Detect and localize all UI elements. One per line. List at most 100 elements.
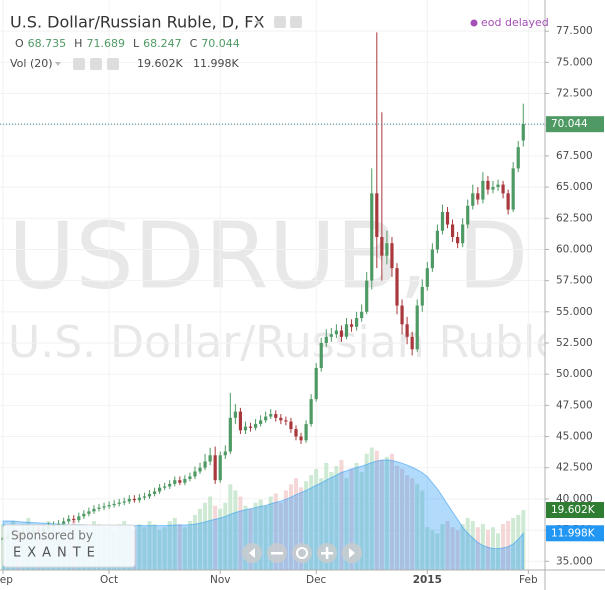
candle-body <box>299 436 303 441</box>
candle-body <box>168 483 172 487</box>
icon <box>349 548 355 558</box>
candle-group <box>1 32 525 543</box>
volume-bar <box>187 521 192 570</box>
candle-body <box>233 411 237 418</box>
volume-bar <box>182 527 187 570</box>
ohlc-key: H <box>74 37 82 50</box>
candle-body <box>218 455 222 481</box>
candle-body <box>440 212 445 231</box>
x-tick-label: Dec <box>306 574 327 586</box>
candle-body <box>476 193 480 200</box>
y-tick-label: 47.500 <box>556 399 593 411</box>
volume-bar <box>162 527 167 570</box>
candle-body <box>259 420 263 425</box>
volume-bar <box>208 496 213 570</box>
volume-bar <box>299 487 304 570</box>
reset-button[interactable] <box>292 543 312 563</box>
volume-label-bg <box>546 502 604 519</box>
candle-body <box>461 224 465 244</box>
icon <box>271 552 283 555</box>
candle-body <box>410 336 414 350</box>
candle-body <box>188 476 192 479</box>
candle-body <box>117 502 121 504</box>
candle-body <box>243 426 248 431</box>
volume-bar <box>172 517 177 570</box>
candle-body <box>102 506 106 508</box>
volume-bar <box>496 533 501 570</box>
candle-body <box>87 511 91 514</box>
y-tick-label: 67.500 <box>556 150 593 162</box>
volume-bar <box>319 478 324 570</box>
candle-body <box>516 147 520 169</box>
y-tick-label: 45.000 <box>556 431 593 443</box>
status: eod delayed <box>481 16 549 29</box>
candle-body <box>198 467 202 472</box>
volume-bar <box>324 462 329 570</box>
ohlc-key: O <box>15 37 24 50</box>
volume-bar <box>400 469 405 570</box>
y-tick-label: 77.500 <box>556 25 593 37</box>
candle-body <box>77 516 81 521</box>
volume-bar <box>157 530 162 570</box>
candle-body <box>420 286 424 306</box>
candle-body <box>127 498 131 502</box>
volume-bar <box>278 502 283 570</box>
x-tick-label: Sep <box>0 574 13 586</box>
candle-body <box>97 507 101 509</box>
dropdown-icon[interactable] <box>255 21 261 25</box>
candle-body <box>380 236 384 256</box>
volume-bar <box>440 524 445 570</box>
volume-bar <box>147 521 152 570</box>
last-price-label: 70.044 <box>551 118 588 130</box>
candle-body <box>435 230 440 250</box>
candle-body <box>152 491 157 494</box>
sponsor-name: EXANTE <box>13 546 101 561</box>
candle-body <box>319 342 323 368</box>
ohlc-value: 70.044 <box>201 37 240 50</box>
candle-body <box>56 523 61 526</box>
candle-body <box>349 324 354 327</box>
volume-bar <box>425 527 430 570</box>
volume-bar <box>253 502 258 570</box>
volume-bar <box>142 527 147 570</box>
volume-bar <box>233 490 238 570</box>
volume-bar <box>258 499 263 570</box>
volume-bar <box>349 469 354 570</box>
volume-bar <box>203 502 208 570</box>
sponsor-box[interactable] <box>2 524 136 568</box>
candle-body <box>253 424 258 428</box>
candle-body <box>334 330 338 335</box>
candle-body <box>511 168 515 210</box>
ohlc-value: 68.735 <box>28 37 67 50</box>
candle-body <box>112 503 116 506</box>
candle-body <box>223 451 227 456</box>
candle-body <box>385 243 389 256</box>
y-tick-label: 62.500 <box>556 212 593 224</box>
volume-label: 19.602K <box>551 504 596 516</box>
dropdown-icon[interactable] <box>55 62 61 66</box>
volume-bar <box>455 530 460 570</box>
volume-bar <box>334 465 339 570</box>
volume-bar <box>137 524 142 570</box>
ohlc-legend: O 68.735 H 71.689 L 68.247 C 70.044 <box>15 37 240 50</box>
settings-button[interactable] <box>290 16 302 28</box>
settings-button[interactable] <box>90 58 102 70</box>
candle-body <box>466 205 470 225</box>
settings-button[interactable] <box>73 58 85 70</box>
settings-button[interactable] <box>107 58 119 70</box>
volume-bar <box>177 524 182 570</box>
candle-body <box>481 180 485 200</box>
candle-body <box>354 318 359 327</box>
volume-bar <box>470 521 475 570</box>
y-tick-label: 72.500 <box>556 88 593 100</box>
candle-body <box>395 268 399 306</box>
y-tick-label: 42.500 <box>556 462 593 474</box>
candle-body <box>178 480 182 483</box>
candle-body <box>324 336 328 343</box>
y-tick-label: 52.500 <box>556 337 593 349</box>
volume-bar <box>384 456 389 570</box>
volume-bar <box>430 530 435 570</box>
settings-button[interactable] <box>274 16 286 28</box>
volume-bar <box>248 508 253 570</box>
